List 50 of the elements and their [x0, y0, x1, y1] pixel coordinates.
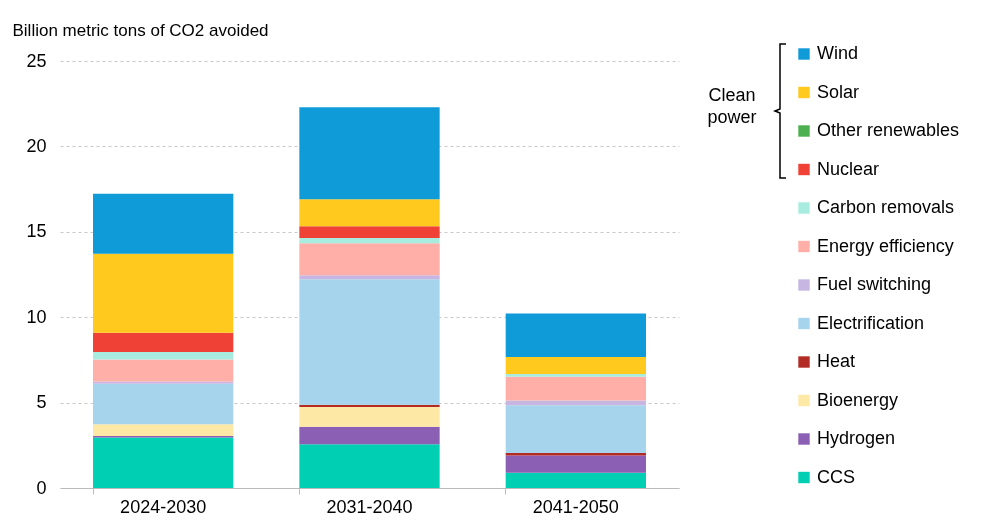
bar [299, 275, 440, 280]
legend-label: Other renewables [817, 120, 960, 140]
bar [299, 237, 440, 244]
legend-label: CCS [817, 466, 856, 487]
y-tick-label: 25 [26, 50, 47, 71]
y-tick-label: 20 [26, 135, 47, 156]
bar [505, 455, 646, 473]
legend-label: Carbon removals [817, 197, 955, 217]
bar [93, 332, 234, 353]
legend-label: Solar [817, 81, 860, 102]
y-tick-label: 10 [26, 306, 47, 327]
y-tick-label: 0 [36, 477, 47, 498]
bar [93, 253, 234, 333]
y-axis-title: Billion metric tons of CO2 avoided [12, 20, 269, 40]
legend-label: Heat [817, 351, 856, 371]
legend-label: Nuclear [817, 158, 880, 179]
legend-label: Hydrogen [817, 428, 896, 448]
bar [505, 400, 646, 406]
bar [299, 426, 440, 445]
bar [299, 407, 440, 427]
bar [505, 472, 646, 488]
bar [299, 199, 440, 227]
bar [93, 381, 234, 384]
bar [505, 405, 646, 453]
bar [299, 243, 440, 276]
legend-label: Bioenergy [817, 389, 899, 410]
legend-label: Energy efficiency [817, 235, 954, 256]
bar [299, 107, 440, 200]
x-tick-label: 2041-2050 [532, 496, 619, 517]
bar [93, 424, 234, 436]
legend-label: Wind [817, 43, 859, 63]
legend-label: Electrification [817, 312, 925, 333]
bar [505, 313, 646, 357]
bar [93, 359, 234, 382]
legend-label: Fuel switching [817, 274, 932, 294]
bar [93, 193, 234, 254]
bar [93, 437, 234, 488]
bar [505, 376, 646, 401]
bar [505, 357, 646, 375]
text: Clean power [706, 84, 758, 128]
bar [299, 444, 440, 488]
x-tick-label: 2031-2040 [326, 496, 413, 517]
bar [93, 383, 234, 425]
bar [93, 352, 234, 360]
bar [299, 279, 440, 405]
y-tick-label: 15 [26, 221, 47, 242]
y-tick-label: 5 [36, 392, 47, 413]
bar [299, 226, 440, 238]
x-tick-label: 2024-2030 [120, 496, 207, 517]
bar [505, 374, 646, 377]
